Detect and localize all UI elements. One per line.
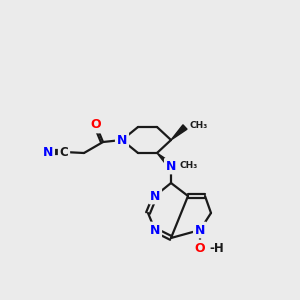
Text: N: N <box>166 160 176 172</box>
Text: N: N <box>195 224 205 236</box>
Text: O: O <box>91 118 101 131</box>
Text: N: N <box>150 190 160 202</box>
Text: -H: -H <box>209 242 224 254</box>
Text: N: N <box>117 134 127 146</box>
Text: N: N <box>43 146 53 158</box>
Text: O: O <box>195 242 205 254</box>
Text: CH₃: CH₃ <box>189 122 207 130</box>
Text: CH₃: CH₃ <box>179 161 197 170</box>
Polygon shape <box>157 153 173 168</box>
Text: C: C <box>60 146 68 158</box>
Text: N: N <box>150 224 160 236</box>
Polygon shape <box>171 125 187 140</box>
